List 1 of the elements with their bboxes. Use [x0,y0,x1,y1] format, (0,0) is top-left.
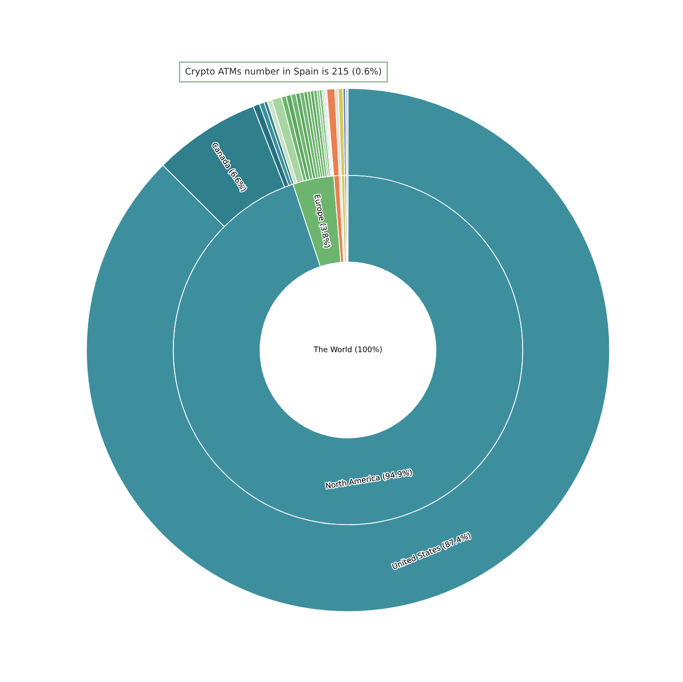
text: Crypto ATMs number in Spain is 215 (0.6%) [186,68,382,76]
